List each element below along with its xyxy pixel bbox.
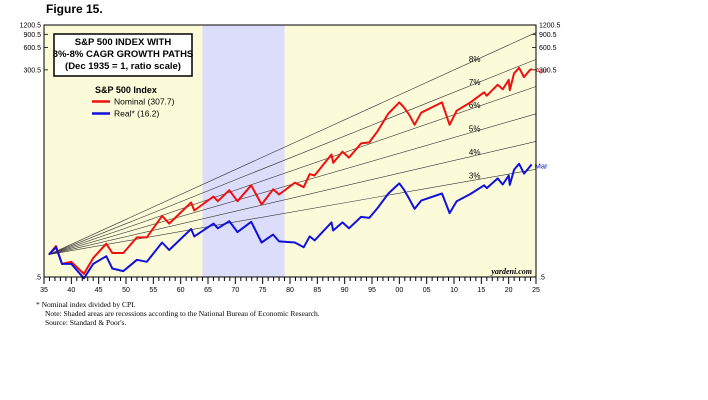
chart-title-line-2: 3%-8% CAGR GROWTH PATHS (53, 49, 194, 60)
growth-path-line-3% (48, 168, 537, 255)
y-tick-label-right-4: 1200.5 (539, 23, 561, 30)
growth-path-label-8%: 8% (469, 55, 481, 64)
x-tick-label-3: 50 (122, 287, 130, 294)
axes: .5 .5 300.5 300.5 600.5 600.5 900.5 900.5 1200.5… (20, 23, 561, 295)
x-tick-label-16: 15 (477, 287, 485, 294)
y-tick-label-right-1: 300.5 (539, 67, 557, 74)
x-tick-label-11: 90 (341, 287, 349, 294)
x-tick-label-9: 80 (286, 287, 294, 294)
x-tick-label-1: 40 (67, 287, 75, 294)
x-tick-label-5: 60 (177, 287, 185, 294)
y-tick-label-left-1: 300.5 (23, 67, 41, 74)
title-box: S&P 500 INDEX WITH 3%-8% CAGR GROWTH PAT… (53, 33, 194, 77)
y-tick-label-left-4: 1200.5 (20, 23, 42, 30)
series-end-label-real: Mar (535, 161, 548, 170)
growth-path-label-4%: 4% (469, 148, 481, 157)
x-tick-label-18: 25 (532, 287, 540, 294)
footnote: * Nominal index divided by CPI. Note: Sh… (36, 300, 320, 327)
series-line-real (48, 162, 533, 280)
y-tick-label-right-2: 600.5 (539, 45, 557, 52)
growth-path-label-5%: 5% (469, 124, 481, 133)
title-box-frame (53, 33, 193, 77)
y-tick-label-right-3: 900.5 (539, 32, 557, 39)
recession-shading (202, 25, 285, 277)
sp500-growth-chart: 8% 7% 6% 5% 4% 3% Apr Mar .5 .5 300.5 300.5 600.5 6… (20, 23, 561, 295)
y-tick-label-left-0: .5 (35, 275, 41, 282)
legend-label-real: Real* (16.2) (114, 109, 160, 119)
growth-path-label-6%: 6% (469, 101, 481, 110)
y-tick-label-right-0: .5 (539, 275, 545, 282)
x-tick-label-13: 00 (395, 287, 403, 294)
x-tick-label-0: 35 (40, 287, 48, 294)
footnote-asterisk: * Nominal index divided by CPI. (36, 300, 136, 309)
x-tick-label-10: 85 (313, 287, 321, 294)
legend: S&P 500 Index Nominal (307.7) Real* (16.… (92, 85, 175, 119)
chart-title-line-1: S&P 500 INDEX WITH (75, 37, 172, 48)
x-tick-label-4: 55 (149, 287, 157, 294)
growth-path-line-8% (48, 32, 537, 255)
growth-path-label-3%: 3% (469, 172, 481, 181)
y-tick-label-left-3: 900.5 (23, 32, 41, 39)
figure-label: Figure 15. (46, 2, 103, 16)
legend-title: S&P 500 Index (95, 85, 157, 95)
chart-title-line-3: (Dec 1935 = 1, ratio scale) (65, 61, 181, 72)
growth-paths: 8% 7% 6% 5% 4% 3% (48, 32, 537, 255)
footnote-note: Note: Shaded areas are recessions accord… (45, 309, 320, 318)
legend-label-nominal: Nominal (307.7) (114, 97, 175, 107)
growth-path-label-7%: 7% (469, 78, 481, 87)
recession-band-0 (202, 25, 285, 277)
growth-path-line-4% (48, 141, 537, 255)
series-line-nominal (48, 66, 533, 275)
x-tick-label-12: 95 (368, 287, 376, 294)
growth-path-line-7% (48, 59, 537, 255)
series-end-label-nominal: Apr (535, 66, 547, 75)
data-series: Apr Mar (48, 66, 548, 280)
x-tick-label-6: 65 (204, 287, 212, 294)
x-tick-label-15: 10 (450, 287, 458, 294)
x-tick-label-14: 05 (423, 287, 431, 294)
x-tick-label-17: 20 (505, 287, 513, 294)
footnote-source: Source: Standard & Poor's. (45, 318, 127, 327)
source-tag: yardeni.com (490, 267, 532, 276)
x-tick-label-8: 75 (259, 287, 267, 294)
y-tick-label-left-2: 600.5 (23, 45, 41, 52)
x-tick-label-7: 70 (231, 287, 239, 294)
x-tick-label-2: 45 (95, 287, 103, 294)
